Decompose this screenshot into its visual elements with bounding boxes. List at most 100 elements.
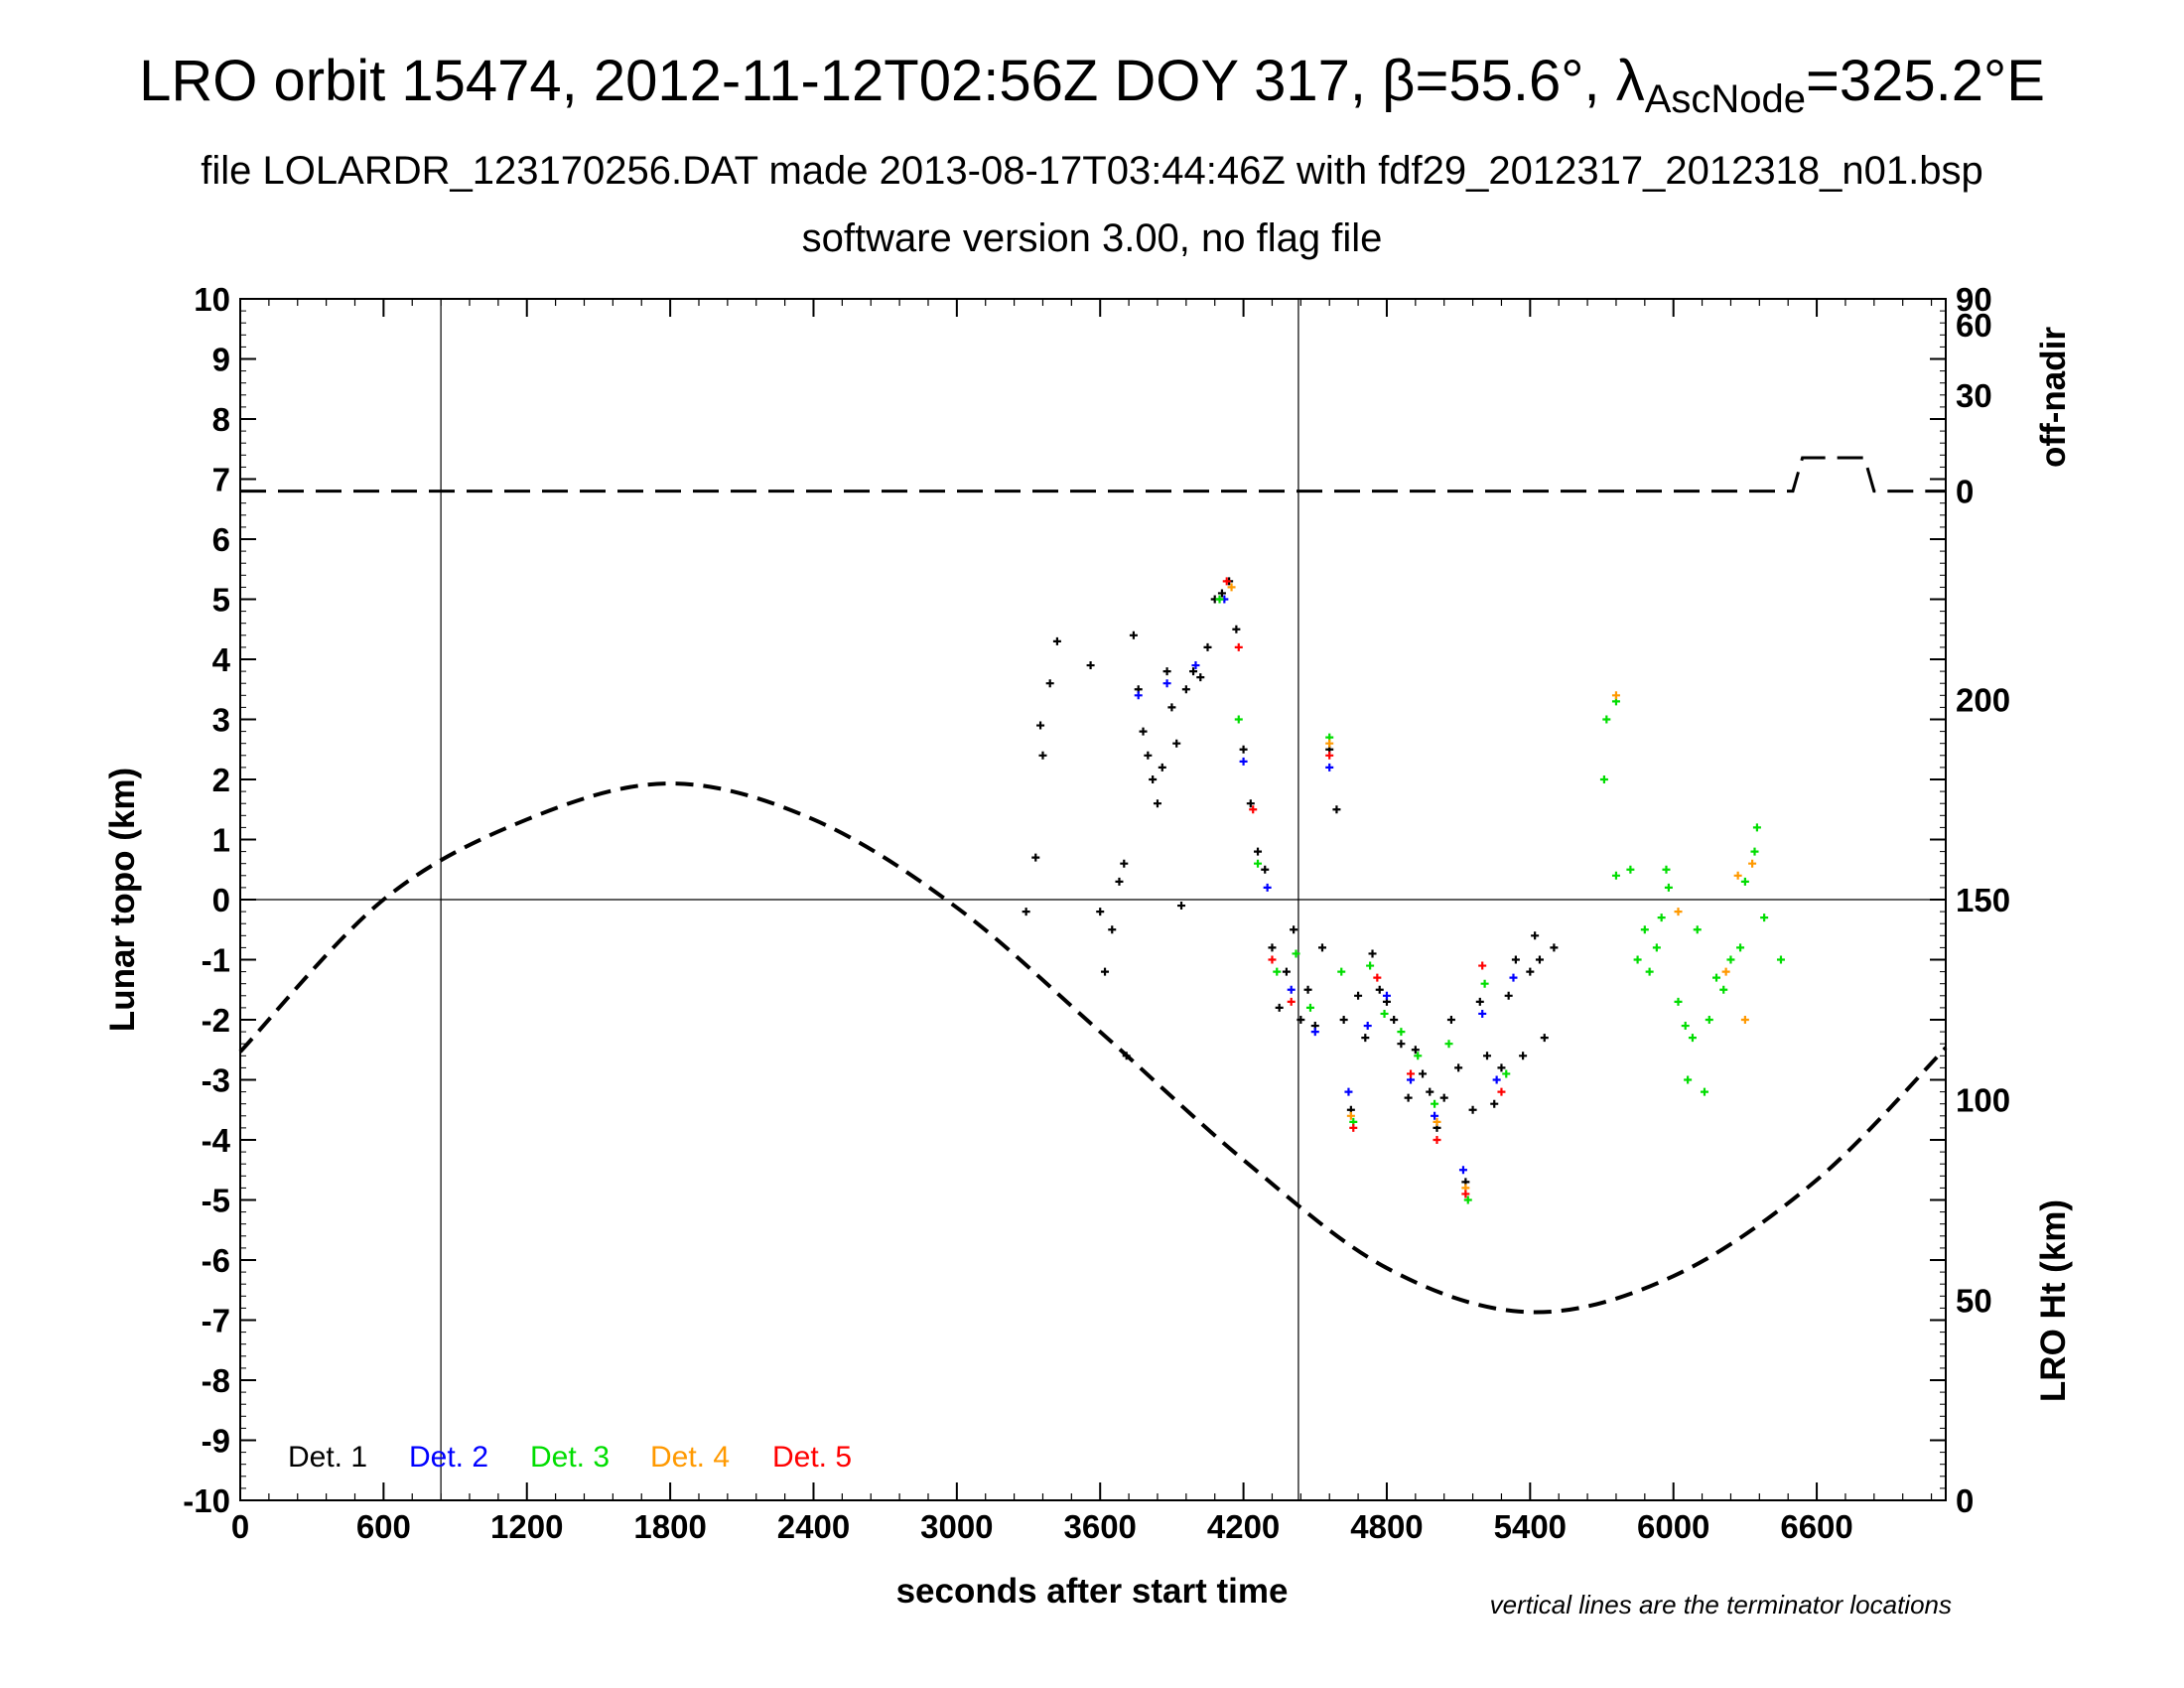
data-point-det-1 (1497, 1063, 1506, 1072)
data-point-det-1 (1149, 775, 1158, 783)
data-point-det-1 (1519, 1052, 1528, 1060)
data-point-det-1 (1086, 661, 1095, 670)
y-tick-label: -8 (202, 1362, 230, 1399)
data-point-det-1 (1368, 949, 1377, 958)
data-point-det-1 (1297, 1016, 1305, 1024)
data-point-det-1 (1108, 925, 1117, 934)
x-tick-label: 600 (356, 1508, 411, 1545)
data-point-det-4 (1611, 691, 1620, 700)
data-point-det-5 (1234, 642, 1243, 651)
data-point-det-3 (1273, 967, 1282, 976)
data-point-det-3 (1657, 914, 1666, 922)
data-point-det-1 (1290, 925, 1298, 934)
data-point-det-1 (1096, 908, 1105, 916)
data-point-det-1 (1361, 1034, 1370, 1043)
x-tick-label: 3600 (1064, 1508, 1137, 1545)
data-point-det-1 (1239, 745, 1248, 754)
data-point-det-2 (1363, 1022, 1372, 1031)
data-point-det-1 (1167, 703, 1176, 712)
legend-item: Det. 3 (530, 1441, 610, 1474)
data-point-det-3 (1599, 775, 1608, 783)
data-point-det-3 (1693, 925, 1702, 934)
data-point-det-3 (1626, 865, 1635, 874)
y-axis-label: Lunar topo (km) (103, 768, 142, 1032)
data-point-det-4 (1674, 908, 1683, 916)
x-tick-label: 1800 (633, 1508, 706, 1545)
data-point-det-1 (1526, 967, 1535, 976)
y-tick-label: 2 (212, 762, 230, 798)
y-tick-label: 3 (212, 702, 230, 739)
data-point-det-1 (1254, 847, 1263, 856)
data-point-det-1 (1115, 877, 1124, 886)
data-point-det-1 (1454, 1063, 1463, 1072)
data-point-det-1 (1282, 967, 1291, 976)
data-point-det-1 (1045, 679, 1054, 688)
data-point-det-2 (1431, 1111, 1439, 1120)
x-tick-label: 0 (231, 1508, 249, 1545)
data-point-det-1 (1203, 642, 1212, 651)
data-point-det-1 (1375, 985, 1384, 994)
data-point-det-1 (1031, 853, 1040, 862)
data-point-det-3 (1662, 865, 1671, 874)
y-tick-label: 6 (212, 521, 230, 558)
data-point-det-1 (1101, 967, 1110, 976)
y-tick-label: -6 (202, 1242, 230, 1279)
data-point-det-3 (1760, 914, 1769, 922)
data-point-det-1 (1261, 865, 1270, 874)
y-tick-label: -10 (183, 1482, 230, 1519)
data-point-det-1 (1189, 667, 1198, 676)
off-nadir-tick-label: 0 (1956, 474, 1974, 510)
height-tick-label: 0 (1956, 1482, 1974, 1519)
data-point-det-1 (1139, 727, 1148, 736)
right-axis-bottom-label: LRO Ht (km) (2034, 1199, 2073, 1402)
data-point-det-1 (1504, 991, 1513, 1000)
data-point-det-1 (1122, 1052, 1131, 1060)
y-tick-label: 4 (212, 641, 231, 678)
data-point-det-2 (1492, 1075, 1501, 1084)
data-point-det-5 (1478, 961, 1487, 970)
data-point-det-1 (1022, 908, 1030, 916)
chart-subtitle-file: file LOLARDR_123170256.DAT made 2013-08-… (201, 149, 1983, 193)
data-point-det-1 (1144, 751, 1153, 760)
x-ticks: 0 600 1200 1800 2400 3000 3600 4200 4800 5400 6000… (231, 299, 1853, 1545)
data-point-det-1 (1426, 1087, 1434, 1096)
data-point-det-2 (1325, 763, 1334, 772)
data-point-det-5 (1349, 1123, 1358, 1132)
data-point-det-2 (1509, 973, 1518, 982)
data-point-det-1 (1317, 943, 1326, 952)
data-point-det-1 (1158, 763, 1166, 772)
data-point-det-3 (1480, 979, 1489, 988)
data-point-det-1 (1177, 902, 1186, 911)
data-point-det-1 (1120, 859, 1129, 868)
data-point-det-3 (1705, 1016, 1713, 1024)
data-point-det-5 (1268, 955, 1277, 964)
y-tick-label: -5 (202, 1183, 230, 1219)
data-point-det-2 (1310, 1028, 1319, 1037)
height-tick-label: 150 (1956, 882, 2010, 918)
data-point-det-5 (1433, 1136, 1441, 1144)
data-point-det-3 (1380, 1009, 1389, 1018)
terminator-note: vertical lines are the terminator locati… (1490, 1590, 1952, 1619)
data-point-det-3 (1292, 949, 1300, 958)
data-point-det-3 (1750, 847, 1759, 856)
y-tick-label: 10 (194, 281, 230, 318)
data-point-det-3 (1366, 961, 1375, 970)
data-point-det-5 (1325, 751, 1334, 760)
data-point-det-3 (1712, 973, 1721, 982)
data-point-det-1 (1275, 1003, 1284, 1012)
data-point-det-3 (1337, 967, 1346, 976)
data-point-det-1 (1332, 805, 1341, 814)
data-point-det-4 (1433, 1117, 1441, 1126)
data-point-det-3 (1684, 1075, 1693, 1084)
data-point-det-1 (1036, 721, 1045, 730)
y-tick-label: 7 (212, 462, 230, 498)
data-point-det-1 (1052, 636, 1061, 645)
right-axis-top-label: off-nadir (2034, 327, 2073, 468)
data-point-det-3 (1431, 1099, 1439, 1108)
data-point-det-3 (1719, 985, 1728, 994)
data-point-det-1 (1511, 955, 1520, 964)
data-point-det-1 (1172, 739, 1181, 748)
y-tick-label: -9 (202, 1423, 230, 1460)
data-point-det-4 (1740, 1016, 1749, 1024)
data-point-det-2 (1162, 679, 1171, 688)
